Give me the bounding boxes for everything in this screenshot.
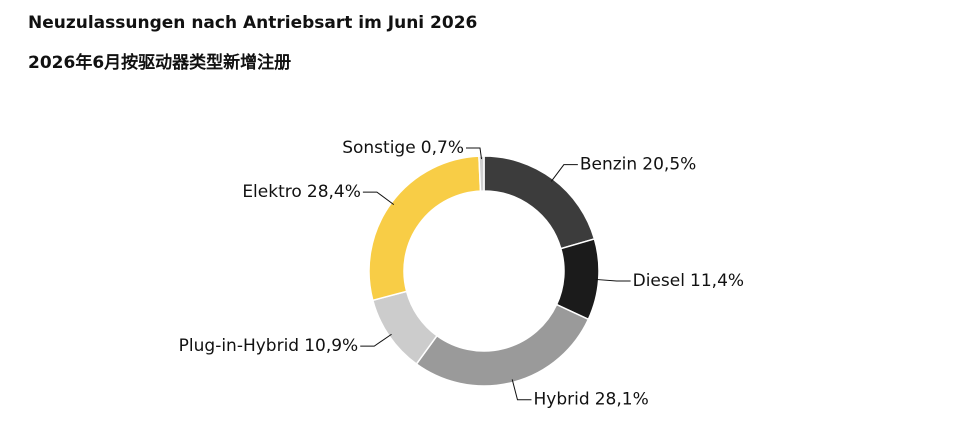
leader-line: [511, 379, 532, 401]
donut-segment: [415, 303, 590, 387]
leader-line: [595, 278, 631, 282]
leader-line: [362, 191, 395, 206]
value-label: 28,1%: [595, 390, 649, 410]
value-label: 10,9%: [304, 336, 358, 356]
data-label: Diesel 11,4%: [633, 271, 744, 291]
leader-line: [360, 333, 392, 347]
leader-line: [466, 147, 483, 160]
data-label: Plug-in-Hybrid 10,9%: [179, 336, 359, 356]
donut-segment: [368, 155, 482, 302]
value-label: 28,4%: [307, 182, 361, 202]
data-label: Benzin 20,5%: [580, 155, 696, 175]
data-label: Elektro 28,4%: [242, 182, 361, 202]
category-label: Elektro: [242, 182, 301, 202]
donut-segment: [483, 155, 596, 250]
leader-line: [550, 164, 578, 182]
data-label: Hybrid 28,1%: [533, 390, 648, 410]
category-label: Diesel: [633, 271, 685, 291]
chart-subtitle: 2026年6月按驱动器类型新增注册: [28, 52, 291, 73]
category-label: Hybrid: [533, 390, 589, 410]
data-label: Sonstige 0,7%: [342, 138, 464, 158]
chart-title: Neuzulassungen nach Antriebsart im Juni …: [28, 13, 477, 33]
donut-segment: [478, 155, 485, 192]
value-label: 20,5%: [642, 155, 696, 175]
category-label: Plug-in-Hybrid: [179, 336, 299, 356]
value-label: 11,4%: [690, 271, 744, 291]
category-label: Benzin: [580, 155, 637, 175]
value-label: 0,7%: [421, 138, 464, 158]
category-label: Sonstige: [342, 138, 415, 158]
